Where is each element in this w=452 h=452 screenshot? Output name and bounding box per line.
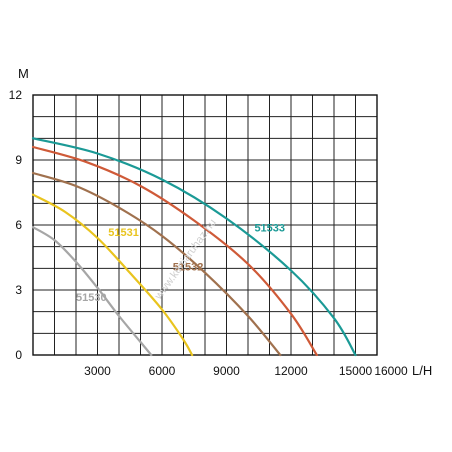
y-tick-label: 9	[15, 153, 22, 167]
x-tick-label: 9000	[213, 364, 240, 378]
series-line-3	[31, 171, 282, 357]
series-line-5	[31, 137, 357, 357]
y-tick-label: 3	[15, 283, 22, 297]
series-label-51531: 51531	[108, 227, 139, 239]
x-tick-label: 12000	[274, 364, 308, 378]
series-label-51533: 51533	[254, 223, 285, 235]
plot-border	[32, 94, 378, 356]
x-tick-label: 15000	[339, 364, 373, 378]
series-labels: 51530 51531 51532 51533	[76, 223, 285, 304]
curves	[31, 137, 357, 357]
ticks: 3000 6000 9000 12000 15000 16000 0 3 6 9 12	[9, 88, 408, 378]
series-label-51530: 51530	[76, 292, 107, 304]
x-axis-title: L/H	[412, 363, 432, 378]
y-axis-title: M	[18, 66, 29, 81]
x-tick-label: 16000	[374, 364, 408, 378]
y-tick-label: 0	[15, 348, 22, 362]
series-label-51532: 51532	[173, 262, 204, 274]
x-tick-label: 6000	[149, 364, 176, 378]
plot-frame	[32, 94, 378, 356]
series-line-1	[31, 226, 153, 357]
series-line-2	[31, 193, 194, 357]
x-tick-label: 3000	[84, 364, 111, 378]
y-tick-label: 6	[15, 218, 22, 232]
series-line-4	[31, 145, 318, 357]
y-tick-label: 12	[9, 88, 23, 102]
